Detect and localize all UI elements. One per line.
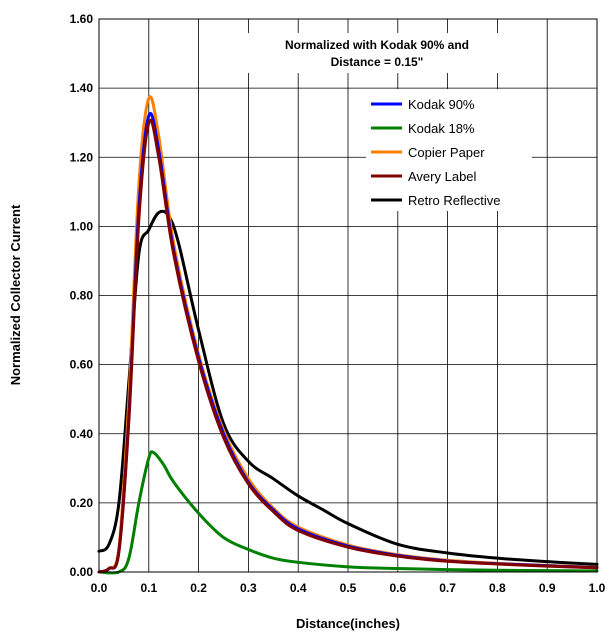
y-tick-label: 0.60 (70, 358, 94, 372)
legend: Kodak 90% Kodak 18% Copier Paper Avery Labe… (366, 89, 532, 211)
legend-background (366, 89, 532, 211)
y-tick-label: 0.80 (70, 289, 94, 303)
x-tick-label: 0.6 (389, 581, 406, 595)
x-tick-label: 0.9 (539, 581, 556, 595)
legend-label-copier-paper: Copier Paper (408, 145, 485, 160)
y-tick-label: 1.20 (70, 150, 94, 164)
series-line-avery-label (97, 118, 599, 574)
y-tick-label: 0.40 (70, 427, 94, 441)
x-tick-label: 1.0 (589, 581, 606, 595)
annotation-box: Normalized with Kodak 90% and Distance =… (243, 33, 525, 73)
annotation-line-1: Normalized with Kodak 90% and (285, 38, 469, 52)
x-tick-label: 0.4 (290, 581, 307, 595)
y-tick-label: 1.00 (70, 219, 94, 233)
x-tick-label: 0.5 (340, 581, 357, 595)
series-lines (97, 95, 599, 575)
legend-label-avery-label: Avery Label (408, 169, 477, 184)
x-tick-label: 0.1 (140, 581, 157, 595)
y-tick-label: 0.00 (70, 565, 94, 579)
legend-label-kodak-90: Kodak 90% (408, 97, 475, 112)
y-tick-label: 0.20 (70, 496, 94, 510)
y-axis-title: Normalized Collector Current (8, 204, 23, 385)
y-tick-label: 1.40 (70, 81, 94, 95)
x-tick-label: 0.7 (439, 581, 456, 595)
x-tick-label: 0.0 (91, 581, 108, 595)
plot-border (98, 18, 598, 573)
x-tick-label: 0.3 (240, 581, 257, 595)
annotation-background (243, 33, 525, 73)
annotation-line-2: Distance = 0.15" (331, 55, 424, 69)
x-axis-title: Distance(inches) (296, 616, 400, 631)
legend-label-kodak-18: Kodak 18% (408, 121, 475, 136)
x-tick-labels: 0.0 0.1 0.2 0.3 0.4 0.5 0.6 0.7 0.8 0.9 1.0 (91, 581, 606, 595)
y-tick-labels: 0.00 0.20 0.40 0.60 0.80 1.00 1.20 1.40 1.60 (70, 12, 94, 579)
series-line-kodak-18 (97, 450, 599, 575)
x-tick-label: 0.8 (489, 581, 506, 595)
x-tick-label: 0.2 (190, 581, 207, 595)
y-tick-label: 1.60 (70, 12, 94, 26)
legend-label-retro-reflective: Retro Reflective (408, 193, 500, 208)
